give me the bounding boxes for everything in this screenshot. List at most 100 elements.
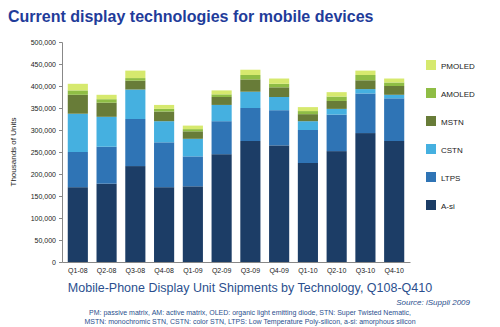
bar	[68, 152, 88, 187]
x-tick-label: Q3-09	[241, 267, 261, 275]
bar	[269, 110, 289, 145]
y-tick: 50,000	[35, 237, 62, 244]
legend-swatch	[426, 200, 436, 210]
footnote: PM: passive matrix, AM: active matrix, O…	[89, 309, 411, 317]
x-tick-label: Q1-08	[68, 267, 88, 275]
legend-label: AMOLED	[441, 90, 475, 99]
plot: 050,000100,000150,000200,000250,000300,0…	[31, 39, 411, 276]
y-tick-mark	[59, 42, 62, 43]
y-tick-label: 400,000	[31, 83, 56, 90]
legend-item: A-si	[426, 200, 455, 211]
caption: Mobile-Phone Display Unit Shipments by T…	[68, 281, 432, 295]
legend-swatch	[426, 116, 436, 126]
bars	[68, 70, 404, 262]
bar	[68, 84, 88, 91]
bar	[298, 121, 318, 130]
y-tick-mark	[59, 240, 62, 241]
bar	[327, 151, 347, 262]
bar	[355, 93, 375, 133]
x-tick: Q1-08	[68, 262, 88, 275]
bar	[183, 186, 203, 262]
x-tick-label: Q2-08	[97, 267, 117, 275]
y-tick: 400,000	[31, 83, 62, 90]
x-tick: Q3-09	[241, 262, 261, 275]
legend-label: LTPS	[441, 174, 460, 183]
bar	[212, 105, 232, 121]
bar	[327, 115, 347, 152]
legend-item: CSTN	[426, 144, 463, 155]
bar	[68, 90, 88, 94]
bar	[384, 79, 404, 83]
series	[68, 93, 404, 187]
bar	[97, 103, 117, 117]
bar	[97, 147, 117, 184]
y-tick-label: 100,000	[31, 215, 56, 222]
bar	[154, 109, 174, 112]
bar	[212, 94, 232, 97]
y-tick-label: 450,000	[31, 61, 56, 68]
bar	[68, 95, 88, 114]
x-axis-line	[63, 262, 411, 263]
series	[68, 79, 404, 138]
y-tick-mark	[59, 174, 62, 175]
bar	[97, 184, 117, 262]
legend-label: CSTN	[441, 146, 463, 155]
x-tick-label: Q2-09	[212, 267, 232, 275]
bar	[183, 129, 203, 131]
x-tick-label: Q1-09	[183, 267, 203, 275]
y-tick-mark	[59, 130, 62, 131]
bar	[97, 117, 117, 147]
bar	[212, 90, 232, 94]
y-tick-label: 50,000	[35, 237, 57, 244]
title: Current display technologies for mobile …	[8, 8, 374, 25]
x-tick: Q4-08	[154, 262, 174, 275]
bar	[384, 141, 404, 262]
bar	[355, 80, 375, 89]
legend-label: PMOLED	[441, 62, 475, 71]
bar	[384, 86, 404, 95]
bar	[154, 112, 174, 122]
y-tick-mark	[59, 64, 62, 65]
x-tick-label: Q2-10	[327, 267, 347, 275]
y-tick-mark	[59, 262, 62, 263]
bar	[327, 92, 347, 96]
bar	[97, 99, 117, 103]
bar	[154, 187, 174, 262]
x-tick: Q2-10	[327, 262, 347, 275]
bar	[240, 70, 260, 75]
legend-label: MSTN	[441, 118, 464, 127]
bar	[327, 97, 347, 101]
bar	[355, 133, 375, 262]
y-axis-title: Thousands of Units	[9, 118, 18, 187]
y-tick: 350,000	[31, 105, 62, 112]
legend-item: AMOLED	[426, 88, 475, 99]
legend: PMOLED AMOLED MSTN CSTN LTPS A-si	[426, 60, 475, 211]
y-tick-mark	[59, 152, 62, 153]
y-tick: 450,000	[31, 61, 62, 68]
y-tick-mark	[59, 196, 62, 197]
legend-swatch	[426, 172, 436, 182]
bar	[269, 87, 289, 97]
x-tick-label: Q3-08	[126, 267, 146, 275]
y-tick: 500,000	[31, 39, 62, 46]
bar	[97, 95, 117, 99]
bar	[212, 121, 232, 154]
bar	[355, 89, 375, 93]
bar	[269, 97, 289, 110]
bar	[125, 78, 145, 81]
bar	[212, 154, 232, 262]
bar	[125, 71, 145, 78]
legend-label: A-si	[441, 202, 455, 211]
bar	[240, 75, 260, 79]
bar	[269, 79, 289, 84]
bar	[384, 95, 404, 99]
bar	[298, 130, 318, 163]
y-tick-label: 200,000	[31, 171, 56, 178]
legend-swatch	[426, 88, 436, 98]
bar	[298, 107, 318, 111]
legend-swatch	[426, 60, 436, 70]
bar	[125, 166, 145, 262]
y-tick-mark	[59, 86, 62, 87]
legend-item: PMOLED	[426, 60, 475, 71]
y-tick: 100,000	[31, 215, 62, 222]
